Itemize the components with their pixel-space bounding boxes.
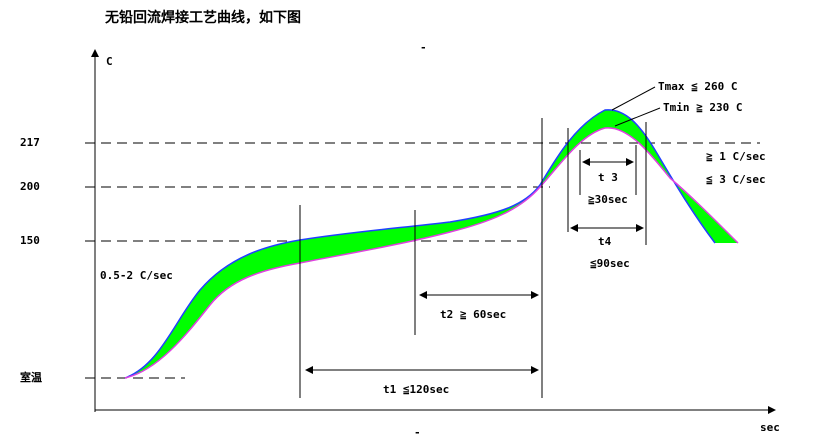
- annotation: ≧ 1 C/sec: [706, 150, 766, 163]
- lower-curve: [124, 127, 739, 379]
- y-unit: C: [106, 55, 113, 68]
- x-unit: sec: [760, 421, 780, 434]
- annotation: 0.5-2 C/sec: [100, 269, 173, 282]
- mark: -: [420, 41, 427, 54]
- annotation: t2 ≧ 60sec: [440, 308, 506, 321]
- level-label: 150: [20, 234, 40, 247]
- leader: [611, 86, 656, 111]
- level-label: 217: [20, 136, 40, 149]
- annotation: ≧30sec: [588, 193, 628, 206]
- annotation: Tmin ≧ 230 C: [663, 101, 742, 114]
- annotation: t1 ≦120sec: [383, 383, 449, 396]
- level-label: 200: [20, 180, 40, 193]
- annotation: ≦ 3 C/sec: [706, 173, 766, 186]
- title: 无铅回流焊接工艺曲线，如下图: [104, 9, 301, 26]
- mark: -: [414, 426, 421, 439]
- annotation: t 3: [598, 171, 618, 184]
- leader: [614, 107, 661, 127]
- annotation: t4: [598, 235, 612, 248]
- upper-curve: [124, 109, 716, 379]
- annotation: ≦90sec: [590, 257, 630, 270]
- level-label: 室温: [20, 370, 42, 384]
- annotation: Tmax ≦ 260 C: [658, 80, 737, 93]
